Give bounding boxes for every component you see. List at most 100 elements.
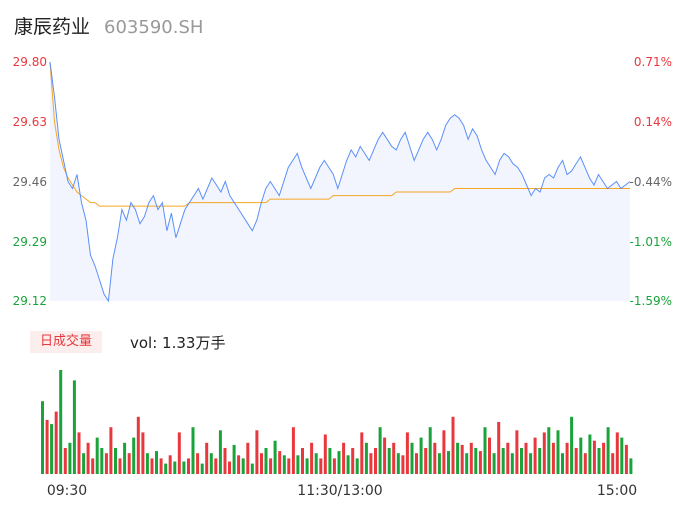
volume-bar bbox=[579, 437, 583, 474]
volume-bar bbox=[104, 453, 108, 474]
volume-bar bbox=[123, 442, 127, 474]
volume-bar bbox=[145, 453, 149, 474]
volume-bar bbox=[538, 448, 542, 474]
volume-bar bbox=[310, 442, 314, 474]
volume-bar bbox=[191, 427, 195, 474]
volume-bar bbox=[360, 432, 364, 474]
volume-bar bbox=[524, 442, 528, 474]
volume-bar bbox=[59, 370, 63, 474]
volume-bar bbox=[351, 448, 355, 474]
volume-bar bbox=[492, 453, 496, 474]
volume-bar bbox=[387, 448, 391, 474]
volume-bar bbox=[100, 448, 104, 474]
volume-bar bbox=[114, 448, 117, 474]
percent-tick-label: -1.59% bbox=[630, 294, 672, 308]
volume-bar bbox=[469, 442, 473, 474]
volume-bar bbox=[474, 448, 478, 474]
volume-bar bbox=[214, 458, 218, 474]
volume-bar bbox=[132, 437, 136, 474]
volume-bar bbox=[561, 453, 564, 474]
volume-bar bbox=[346, 455, 350, 474]
volume-bar bbox=[620, 437, 624, 474]
volume-bar bbox=[223, 448, 227, 474]
volume-bar bbox=[118, 458, 122, 474]
price-tick-label: 29.80 bbox=[13, 55, 47, 69]
volume-bar bbox=[611, 453, 615, 474]
percent-tick-label: 0.71% bbox=[634, 55, 672, 69]
volume-bar bbox=[63, 448, 67, 474]
volume-bar bbox=[529, 453, 533, 474]
price-line bbox=[49, 61, 631, 303]
volume-bar bbox=[396, 453, 400, 474]
volume-bar bbox=[155, 451, 158, 474]
stock-name: 康辰药业 bbox=[14, 16, 91, 38]
time-tick-label: 09:30 bbox=[47, 483, 87, 499]
volume-tag: 日成交量 bbox=[30, 331, 103, 353]
volume-bar bbox=[597, 448, 601, 474]
volume-bar bbox=[574, 448, 578, 474]
volume-bar bbox=[405, 432, 409, 474]
volume-bar bbox=[269, 458, 273, 474]
percent-tick-label: -1.01% bbox=[630, 235, 672, 249]
stock-code: 603590.SH bbox=[104, 17, 204, 38]
volume-bar bbox=[328, 448, 332, 474]
volume-bar bbox=[237, 455, 241, 474]
volume-bar bbox=[624, 444, 628, 474]
volume-bar bbox=[415, 453, 418, 474]
volume-bar bbox=[451, 416, 455, 474]
volume-bar bbox=[278, 451, 282, 474]
volume-bar bbox=[200, 463, 204, 474]
volume-bar bbox=[342, 442, 346, 474]
volume-bar bbox=[301, 448, 304, 474]
average-price-line bbox=[49, 61, 630, 207]
volume-bar bbox=[218, 430, 222, 474]
price-tick-label: 29.29 bbox=[13, 235, 47, 249]
time-tick-label: 11:30/13:00 bbox=[297, 483, 382, 499]
volume-bar bbox=[250, 463, 254, 474]
volume-bar bbox=[173, 461, 177, 474]
volume-bar bbox=[433, 442, 437, 474]
volume-bar bbox=[551, 442, 555, 474]
volume-bar bbox=[168, 455, 172, 474]
volume-bar bbox=[592, 440, 596, 474]
volume-bar bbox=[419, 437, 423, 474]
volume-bar bbox=[520, 448, 523, 474]
volume-bar bbox=[383, 437, 387, 474]
price-axis-labels: 29.80 29.63 29.46 29.29 29.12 bbox=[13, 55, 47, 308]
volume-bar bbox=[287, 458, 291, 474]
volume-bar bbox=[447, 451, 450, 474]
volume-bar bbox=[82, 453, 86, 474]
price-tick-label: 29.63 bbox=[13, 115, 47, 129]
volume-bar bbox=[127, 453, 131, 474]
volume-bar bbox=[323, 434, 327, 474]
volume-bar bbox=[177, 432, 181, 474]
volume-bar bbox=[478, 451, 482, 474]
volume-bar bbox=[510, 453, 514, 474]
volume-bar bbox=[72, 380, 76, 474]
volume-bar bbox=[282, 455, 286, 474]
volume-bar bbox=[246, 442, 250, 474]
volume-bar bbox=[54, 411, 58, 474]
volume-bar bbox=[228, 461, 231, 474]
volume-bar bbox=[428, 427, 432, 474]
volume-bar bbox=[319, 458, 323, 474]
volume-label: vol: 1.33万手 bbox=[130, 334, 226, 352]
volume-bar bbox=[209, 453, 213, 474]
volume-bar bbox=[50, 424, 54, 474]
volume-bar bbox=[86, 442, 90, 474]
volume-bar bbox=[547, 427, 551, 474]
volume-bar bbox=[232, 444, 236, 474]
volume-bar bbox=[483, 427, 487, 474]
volume-bar bbox=[606, 427, 610, 474]
volume-bar bbox=[95, 437, 99, 474]
volume-bar bbox=[45, 419, 49, 474]
volume-bar bbox=[565, 442, 569, 474]
volume-bar bbox=[273, 440, 277, 474]
volume-bar bbox=[501, 448, 505, 474]
volume-bar bbox=[615, 432, 619, 474]
percent-tick-label: 0.14% bbox=[634, 115, 672, 129]
volume-bar bbox=[164, 463, 168, 474]
price-tick-label: 29.46 bbox=[13, 175, 47, 189]
volume-bar bbox=[41, 401, 44, 474]
